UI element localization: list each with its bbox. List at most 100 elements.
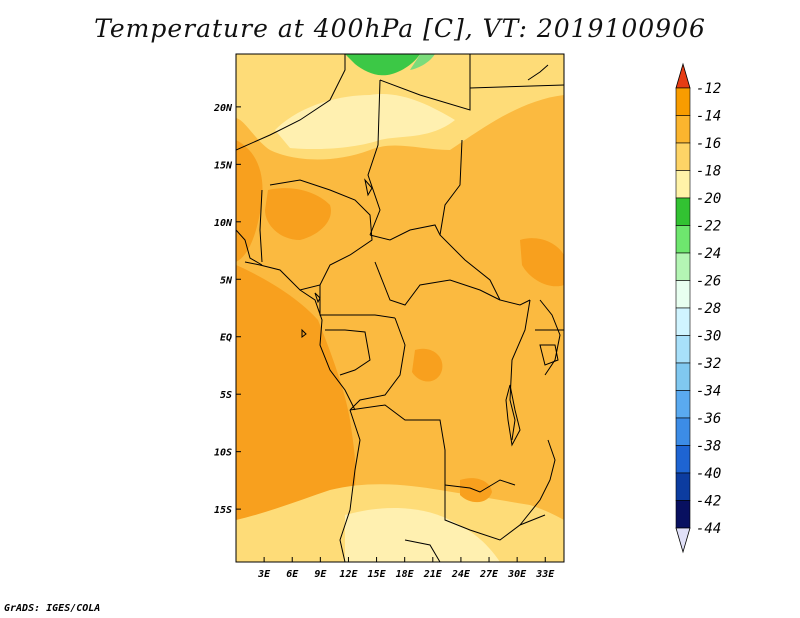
colorbar-label: -36 [696, 411, 721, 427]
colorbar-swatch [675, 445, 691, 474]
colorbar-swatch [675, 500, 691, 529]
colorbar-swatch [675, 252, 691, 281]
colorbar-label: -14 [696, 109, 721, 125]
map-frame [235, 53, 565, 563]
lon-tick-label: 18E [396, 569, 415, 580]
lat-tick-label: 15S [214, 505, 232, 516]
border-line [349, 317, 406, 411]
country-borders [236, 54, 564, 562]
lon-tick-label: 3E [257, 569, 271, 580]
field-warm-blob [412, 348, 443, 382]
border-line [469, 84, 564, 89]
border-line [236, 54, 346, 151]
colorbar-label: -22 [696, 219, 721, 235]
colorbar-swatch [675, 362, 691, 391]
chart-title: Temperature at 400hPa [C], VT: 201910090… [94, 14, 706, 43]
colorbar-swatch [675, 390, 691, 419]
lat-tick-label: 10N [214, 218, 233, 229]
colorbar-swatch [675, 335, 691, 364]
colorbar-label: -34 [696, 384, 721, 400]
lake-outline [364, 178, 373, 197]
lon-tick-label: 24E [451, 569, 471, 580]
lon-tick-label: 12E [339, 569, 358, 580]
longitude-axis: 3E 6E 9E 12E 15E 18E 21E 24E 27E 30E 33E [257, 557, 555, 580]
border-line [404, 539, 441, 562]
colorbar: -12 -14 -16 -18 -20 -22 -24 -26 -28 -30 -32 -34 -36 -… [675, 62, 721, 554]
colorbar-swatch [675, 197, 691, 226]
border-line [444, 479, 516, 493]
lat-tick-label: 10S [214, 448, 232, 459]
colorbar-swatch [675, 417, 691, 446]
colorbar-swatch [675, 142, 691, 171]
colorbar-label: -20 [696, 191, 721, 207]
field-warm-west [236, 265, 356, 530]
temperature-field [236, 54, 564, 562]
border-line [349, 404, 446, 485]
border-line [339, 409, 361, 562]
colorbar-bottom-arrow [675, 527, 691, 554]
lat-tick-label: 15N [214, 160, 233, 171]
colorbar-swatch [675, 87, 691, 116]
island-outline [301, 328, 307, 338]
lon-tick-label: 6E [286, 569, 299, 580]
lat-tick-label: 5N [220, 275, 233, 286]
border-line [379, 54, 471, 111]
colorbar-label: -38 [696, 439, 721, 455]
island-outline [314, 292, 321, 304]
field-warm-blob [520, 238, 564, 287]
field-cold-patch-edge [410, 54, 435, 70]
border-line [259, 189, 263, 263]
border-line [444, 485, 546, 541]
colorbar-swatch [675, 307, 691, 336]
coastline [299, 289, 356, 411]
lat-tick-label: 20N [213, 103, 233, 114]
lon-tick-label: 30E [507, 569, 527, 580]
lon-tick-label: 21E [423, 569, 443, 580]
colorbar-swatch [675, 280, 691, 309]
colorbar-label: -32 [696, 356, 721, 372]
colorbar-swatch [675, 170, 691, 199]
lon-tick-label: 33E [535, 569, 555, 580]
colorbar-label: -44 [696, 521, 721, 537]
colorbar-label: -26 [696, 274, 721, 290]
lat-tick-label: 5S [220, 390, 232, 401]
lon-tick-label: 9E [314, 569, 327, 580]
field-cooler-south [345, 508, 500, 562]
coastline [236, 229, 263, 266]
colorbar-swatch [675, 115, 691, 144]
colorbar-swatch [675, 225, 691, 254]
colorbar-label: -24 [696, 246, 721, 262]
border-line [325, 329, 371, 376]
border-line [319, 285, 396, 319]
colorbar-swatch [675, 472, 691, 501]
field-warm-blob [265, 188, 331, 240]
border-line [367, 79, 381, 236]
colorbar-label: -28 [696, 301, 721, 317]
border-line [527, 64, 549, 81]
colorbar-label: -30 [696, 329, 721, 345]
lat-tick-label: EQ [220, 333, 232, 344]
border-line [369, 224, 441, 241]
field-warm-northwest [236, 140, 263, 262]
colorbar-label: -16 [696, 136, 721, 152]
border-line [439, 139, 531, 306]
border-line [374, 261, 501, 306]
lake-outline [539, 344, 559, 366]
grads-credit: GrADS: IGES/COLA [4, 603, 101, 614]
border-line [244, 179, 373, 291]
lake-outline [505, 384, 521, 447]
colorbar-top-arrow [675, 62, 691, 89]
field-cold-patch [345, 54, 420, 76]
lon-tick-label: 15E [368, 569, 387, 580]
border-line [519, 439, 556, 526]
colorbar-label: -18 [696, 164, 721, 180]
field-cooler-north [275, 94, 455, 150]
latitude-axis: 20N 15N 10N 5N EQ 5S 10S 15S [213, 103, 241, 516]
colorbar-label: -40 [696, 466, 721, 482]
colorbar-label: -12 [696, 81, 721, 97]
border-line [539, 299, 561, 376]
lon-tick-label: 27E [479, 569, 499, 580]
colorbar-label: -42 [696, 494, 721, 510]
border-line [509, 299, 531, 441]
